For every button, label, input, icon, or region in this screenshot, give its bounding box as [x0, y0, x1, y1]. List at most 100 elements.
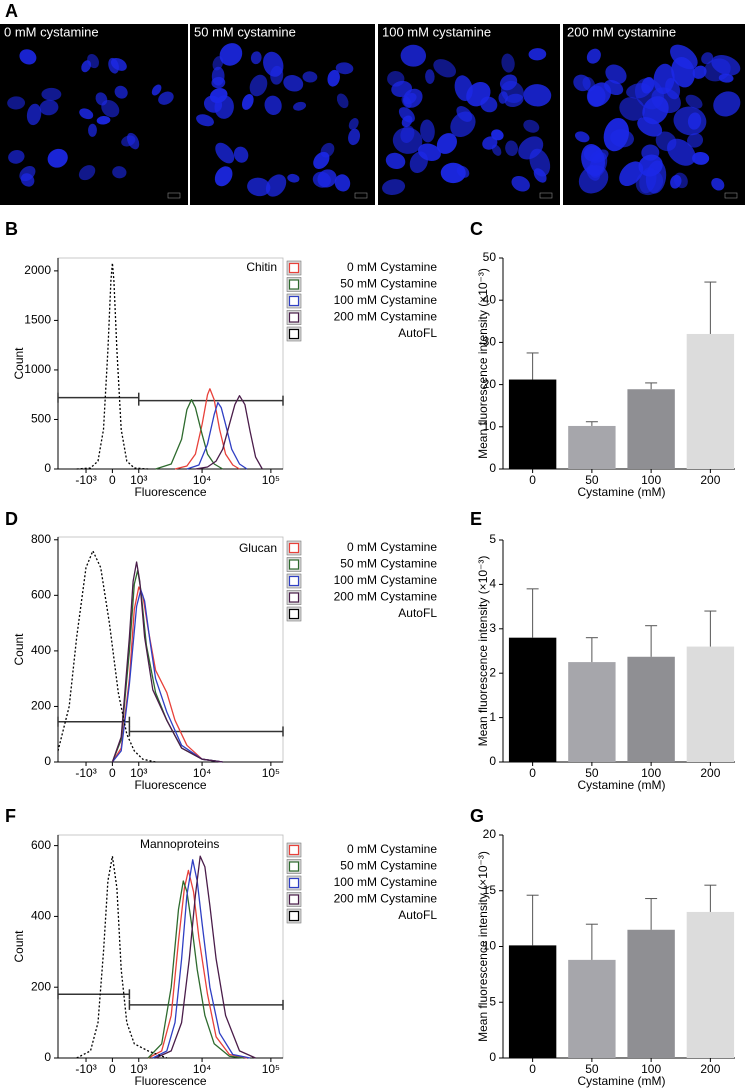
cell	[528, 48, 547, 61]
cell	[247, 177, 271, 197]
cell	[41, 87, 62, 101]
cell	[703, 58, 731, 82]
cell	[456, 106, 473, 122]
cell	[501, 80, 524, 104]
cell	[578, 165, 609, 194]
legend-swatch	[288, 894, 300, 905]
legend-label: 100 mM Cystamine	[334, 573, 438, 587]
gate	[128, 726, 284, 737]
gate	[138, 395, 284, 406]
x-tick-label: 10⁴	[193, 766, 212, 780]
error-bar	[645, 382, 658, 390]
x-axis-label: Fluorescence	[134, 485, 206, 499]
cell	[39, 99, 59, 116]
cell	[335, 62, 354, 75]
legend-label: 50 mM Cystamine	[340, 277, 437, 291]
x-axis-label: Fluorescence	[134, 778, 206, 792]
scale-bar	[167, 192, 181, 199]
gate	[57, 716, 131, 727]
cell	[336, 93, 349, 109]
x-tick-label: 200	[700, 766, 720, 780]
cell	[215, 142, 235, 164]
cell	[436, 133, 457, 154]
cell	[264, 95, 282, 116]
y-tick-label: 0	[44, 1050, 51, 1064]
cell	[574, 131, 590, 143]
cell	[211, 76, 226, 89]
legend-label: AutoFL	[398, 606, 437, 620]
bar	[686, 333, 735, 469]
cell	[196, 114, 214, 127]
x-tick-label: 50	[585, 1062, 599, 1076]
legend-label: 0 mM Cystamine	[347, 260, 437, 274]
cell	[603, 117, 630, 152]
cell	[19, 49, 37, 65]
cell	[692, 151, 710, 165]
cell	[641, 77, 655, 94]
x-tick-label: 100	[641, 1062, 661, 1076]
x-axis-label: Cystamine (mM)	[577, 485, 665, 499]
y-axis-label: Mean fluorescence intensity (×10⁻³)	[476, 268, 490, 459]
cell	[523, 119, 540, 133]
x-tick-label: -10³	[75, 1062, 96, 1076]
error-bar	[704, 610, 717, 647]
histogram-curve	[76, 262, 149, 470]
legend-label: 50 mM Cystamine	[340, 859, 437, 873]
y-tick-label: 0	[44, 754, 51, 768]
x-tick-label: 10⁵	[262, 473, 280, 487]
y-tick-label: 1000	[24, 362, 51, 376]
cell	[121, 135, 136, 147]
y-tick-label: 0	[489, 1050, 496, 1064]
error-bar	[704, 884, 717, 912]
gate	[57, 392, 140, 403]
panel-label: D	[5, 509, 18, 529]
cell	[418, 143, 441, 161]
cell	[114, 85, 128, 99]
y-tick-label: 10	[483, 419, 497, 433]
legend-swatch	[288, 608, 300, 620]
cell	[670, 44, 698, 70]
cell	[79, 108, 94, 120]
cell	[466, 81, 491, 107]
error-bar	[585, 923, 598, 960]
gate	[57, 989, 131, 1000]
cell	[605, 64, 627, 84]
legend-label: 200 mM Cystamine	[334, 310, 438, 324]
cell	[233, 146, 249, 163]
cell	[293, 101, 307, 111]
cell	[685, 94, 703, 109]
cell	[108, 57, 119, 74]
bar	[686, 911, 735, 1058]
panel-label: B	[5, 219, 18, 239]
x-tick-label: 0	[109, 766, 116, 780]
histogram-curve	[147, 869, 248, 1059]
y-tick-label: 200	[31, 699, 51, 713]
y-tick-label: 1	[489, 710, 496, 724]
y-tick-label: 2	[489, 665, 496, 679]
y-axis-label: Mean fluorescence intensity (×10⁻³)	[476, 851, 490, 1042]
x-axis-label: Cystamine (mM)	[577, 1074, 665, 1088]
cell	[265, 174, 287, 197]
histogram-curve	[155, 399, 224, 470]
cell	[420, 119, 435, 143]
histogram-curve	[147, 880, 244, 1059]
histogram-curve	[186, 401, 248, 470]
cell	[387, 71, 405, 87]
legend-label: 100 mM Cystamine	[334, 293, 438, 307]
cell	[523, 84, 552, 107]
histogram-curve	[57, 550, 156, 763]
x-tick-label: 200	[700, 1062, 720, 1076]
annotation: Chitin	[246, 260, 277, 274]
cell	[433, 59, 457, 78]
y-tick-label: 40	[483, 292, 497, 306]
y-tick-label: 50	[483, 250, 497, 264]
cell	[241, 94, 254, 110]
cell	[701, 52, 714, 65]
cell	[687, 133, 704, 148]
cell	[713, 91, 741, 117]
cell	[96, 116, 111, 125]
legend-swatch	[288, 575, 300, 587]
legend-label: 100 mM Cystamine	[334, 875, 438, 889]
y-tick-label: 200	[31, 979, 51, 993]
y-tick-label: 600	[31, 838, 51, 852]
